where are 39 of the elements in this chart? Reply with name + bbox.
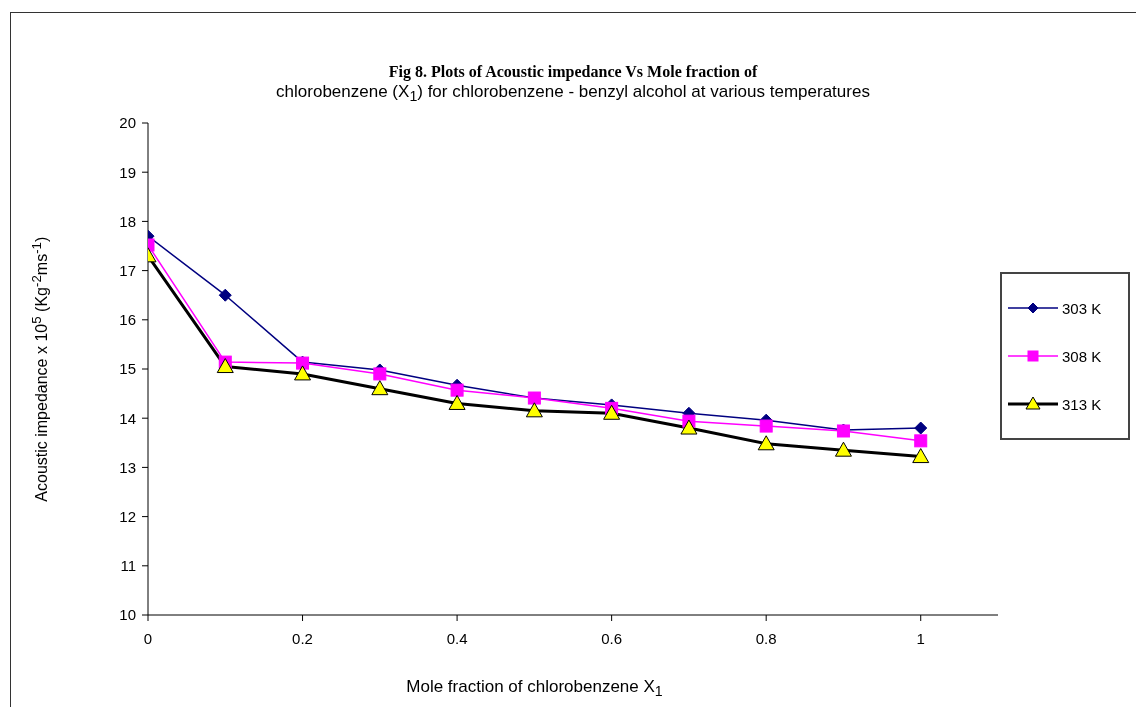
x-tick-label: 0.8 — [755, 629, 777, 647]
point — [448, 394, 466, 410]
y-tick-label: 12 — [119, 507, 136, 525]
y-tick-label: 11 — [120, 557, 136, 575]
y-tick-label: 14 — [119, 409, 136, 427]
y-tick-label: 19 — [119, 163, 136, 181]
point — [912, 448, 930, 464]
point — [371, 380, 389, 396]
point — [603, 404, 621, 420]
point — [525, 402, 543, 418]
x-tick-label: 0.4 — [446, 629, 468, 647]
y-tick-label: 17 — [119, 261, 136, 279]
x-tick-label: 0.2 — [292, 629, 313, 647]
point — [757, 435, 775, 451]
y-tick-label: 18 — [119, 212, 136, 230]
y-tick-label: 10 — [119, 606, 136, 624]
x-tick-label: 0.6 — [601, 629, 623, 647]
y-tick-label: 20 — [119, 114, 136, 132]
x-axis-title: Mole fraction of chlorobenzene X$_{1}$ — [405, 677, 664, 700]
point — [680, 419, 698, 435]
legend-label: 313 K — [1062, 395, 1102, 413]
x-tick-label: 1 — [916, 629, 925, 647]
y-tick-label: 15 — [119, 360, 136, 378]
y-tick-label: 16 — [119, 311, 136, 329]
point — [914, 421, 928, 435]
chart-title: Fig 8. Plots of Acoustic impedance Vs Mole fraction of — [387, 62, 759, 82]
legend-label: 308 K — [1062, 347, 1102, 365]
point — [373, 367, 387, 381]
y-tick-label: 13 — [119, 458, 136, 476]
point — [294, 365, 312, 381]
point — [759, 419, 773, 433]
point — [450, 383, 464, 397]
chart-subtitle: chlorobenzene (X$_{1}$) for chlorobenzene - benzyl alcohol at various temperatures — [275, 82, 871, 107]
legend-label: 303 K — [1062, 299, 1102, 317]
point — [218, 288, 232, 302]
point — [914, 434, 928, 448]
x-tick-label: 0 — [143, 629, 153, 647]
point — [216, 358, 234, 374]
point — [834, 441, 852, 457]
